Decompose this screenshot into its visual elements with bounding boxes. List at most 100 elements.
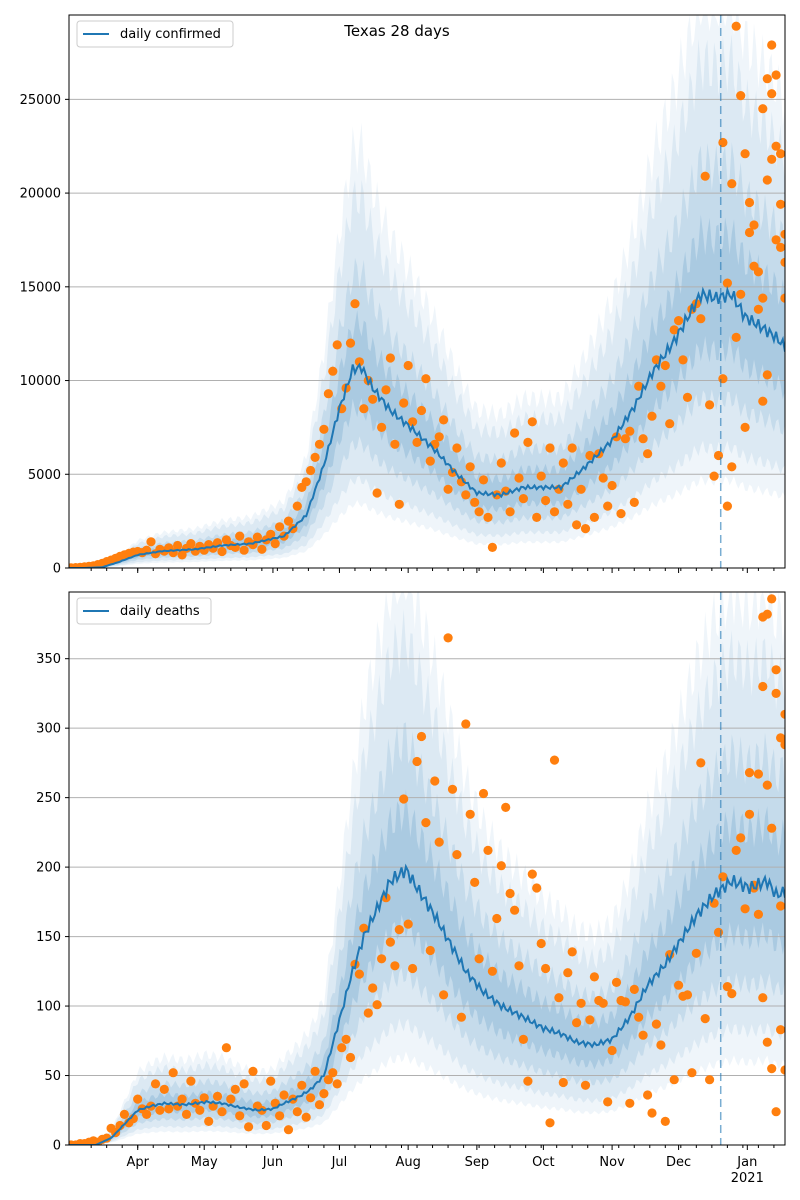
observed-point xyxy=(314,1100,325,1110)
observed-point xyxy=(425,456,435,466)
observed-point xyxy=(771,235,781,245)
observed-point xyxy=(399,398,409,408)
uncertainty-band xyxy=(69,609,785,1145)
observed-point xyxy=(656,381,666,391)
uncertainty-band xyxy=(69,142,785,568)
observed-point xyxy=(509,905,520,915)
observed-point xyxy=(776,149,785,159)
observed-point xyxy=(461,719,471,729)
observed-point xyxy=(753,769,764,779)
observed-point xyxy=(292,501,302,511)
observed-point xyxy=(727,462,737,472)
observed-point xyxy=(470,497,480,507)
observed-point xyxy=(323,1075,333,1085)
observed-point xyxy=(204,1116,214,1126)
observed-point xyxy=(780,229,785,239)
observed-point xyxy=(119,1109,129,1119)
observed-point xyxy=(536,938,546,949)
observed-point xyxy=(496,861,506,871)
observed-point xyxy=(527,417,537,427)
observed-point xyxy=(762,370,772,380)
observed-point xyxy=(758,993,768,1003)
observed-point xyxy=(776,733,785,743)
observed-point xyxy=(713,927,724,938)
observed-point xyxy=(518,494,529,504)
observed-point xyxy=(421,818,431,828)
observed-point xyxy=(558,458,568,468)
observed-point xyxy=(452,443,462,453)
observed-point xyxy=(744,227,755,238)
observed-point xyxy=(235,531,245,541)
observed-point xyxy=(607,480,617,491)
observed-point xyxy=(722,982,733,992)
observed-point xyxy=(722,501,733,511)
observed-point xyxy=(159,1084,169,1094)
y-tick-label: 50 xyxy=(44,1069,61,1084)
observed-point xyxy=(142,1109,152,1119)
observed-point xyxy=(408,417,418,427)
observed-point xyxy=(252,532,262,542)
y-tick-label: 150 xyxy=(36,930,61,945)
observed-point xyxy=(492,913,502,924)
observed-point xyxy=(394,499,404,509)
observed-point xyxy=(399,794,409,804)
observed-point xyxy=(345,1052,356,1063)
observed-point xyxy=(532,512,542,523)
observed-point xyxy=(634,1012,644,1022)
observed-point xyxy=(598,473,608,483)
observed-point xyxy=(332,1079,342,1089)
observed-point xyxy=(691,948,701,958)
observed-point xyxy=(771,665,781,675)
observed-point xyxy=(762,74,772,84)
observed-point xyxy=(195,1105,205,1115)
observed-point xyxy=(554,993,564,1003)
observed-point xyxy=(155,1105,165,1115)
observed-point xyxy=(226,1094,236,1104)
confirmed-x-ticks xyxy=(90,568,775,573)
y-tick-label: 100 xyxy=(36,1000,61,1015)
observed-point xyxy=(425,945,435,956)
deaths-grid xyxy=(69,658,785,1077)
observed-point xyxy=(647,1108,657,1118)
uncertainty-band xyxy=(69,34,785,568)
observed-point xyxy=(514,961,524,971)
observed-point xyxy=(762,780,772,790)
observed-point xyxy=(758,396,768,406)
observed-point xyxy=(283,1125,294,1135)
observed-point xyxy=(434,432,444,442)
observed-point xyxy=(620,997,631,1007)
observed-point xyxy=(589,512,600,523)
observed-point xyxy=(682,990,693,1000)
observed-point xyxy=(465,462,475,472)
observed-point xyxy=(443,484,453,494)
observed-point xyxy=(674,316,684,326)
observed-point xyxy=(736,289,746,299)
observed-point xyxy=(385,353,395,363)
observed-point xyxy=(509,428,520,438)
observed-point xyxy=(585,450,595,461)
x-tick-label: Dec xyxy=(666,1155,691,1170)
observed-point xyxy=(310,452,320,462)
observed-point xyxy=(478,475,489,485)
observed-point xyxy=(239,545,249,555)
observed-point xyxy=(363,1008,373,1018)
observed-point xyxy=(718,137,728,148)
observed-point xyxy=(722,278,733,288)
observed-point xyxy=(439,990,449,1000)
deaths-line xyxy=(69,863,785,1145)
confirmed-bands xyxy=(69,15,785,568)
observed-point xyxy=(762,609,772,619)
observed-point xyxy=(150,1079,161,1089)
observed-point xyxy=(678,355,688,365)
observed-point xyxy=(461,490,471,500)
y-tick-label: 0 xyxy=(53,1139,61,1154)
observed-point xyxy=(345,338,356,348)
observed-point xyxy=(328,1068,338,1078)
confirmed-y-ticks: 0 5000 10000 15000 20000 25000 xyxy=(20,93,69,577)
observed-point xyxy=(354,969,364,979)
observed-point xyxy=(780,709,785,719)
observed-point xyxy=(638,1030,648,1040)
deaths-frame xyxy=(68,591,786,1146)
observed-point xyxy=(713,450,724,461)
observed-point xyxy=(731,332,741,342)
